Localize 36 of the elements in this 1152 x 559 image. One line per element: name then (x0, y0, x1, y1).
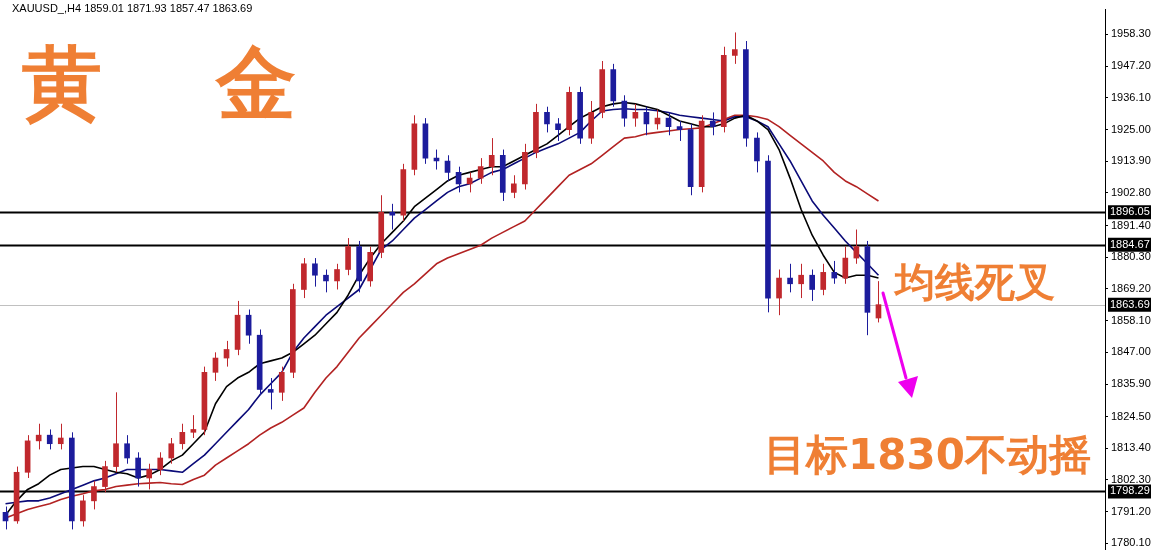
candlestick (301, 257, 307, 299)
y-tick-label: 1936.10 (1111, 90, 1151, 103)
candlestick (267, 377, 274, 410)
y-tick-label: 1925.00 (1111, 122, 1151, 135)
y-tick-label: 1958.30 (1111, 27, 1151, 40)
ref-line-label: 1896.05 (1110, 205, 1150, 218)
y-tick-label: 1947.20 (1111, 59, 1151, 72)
y-tick-label: 1802.30 (1111, 473, 1151, 486)
y-tick-label: 1835.90 (1111, 377, 1151, 390)
candlestick (345, 237, 351, 276)
candlestick (102, 460, 108, 493)
y-tick-label: 1780.10 (1111, 536, 1151, 549)
candlestick (389, 203, 396, 231)
ref-line-label: 1798.29 (1110, 484, 1150, 497)
ref-line-label: 1884.67 (1110, 237, 1150, 250)
y-tick-label: 1847.00 (1111, 345, 1151, 358)
candlestick (312, 257, 318, 288)
ref-line-label: 1863.69 (1110, 297, 1150, 310)
y-tick-label: 1913.90 (1111, 154, 1151, 167)
annotation: 均线死叉 (895, 259, 1055, 305)
y-tick-label: 1869.20 (1111, 281, 1151, 294)
candlestick (113, 391, 119, 473)
annotation: 目标1830不动摇 (764, 430, 1091, 479)
chart-title: 黄 金 (22, 37, 296, 130)
y-tick-label: 1791.20 (1111, 504, 1151, 517)
y-tick-label: 1891.40 (1111, 218, 1151, 231)
candlestick (511, 174, 517, 199)
candlestick (278, 366, 285, 402)
y-tick-label: 1880.30 (1111, 250, 1151, 263)
y-tick-label: 1858.10 (1111, 313, 1151, 326)
annotation: XAUUSD_,H4 1859.01 1871.93 1857.47 1863.69 (12, 2, 253, 14)
y-tick-label: 1824.50 (1111, 409, 1151, 422)
candlestick (400, 163, 407, 222)
candlestick (732, 31, 738, 65)
y-tick-label: 1813.40 (1111, 441, 1151, 454)
y-tick-label: 1902.80 (1111, 185, 1151, 198)
